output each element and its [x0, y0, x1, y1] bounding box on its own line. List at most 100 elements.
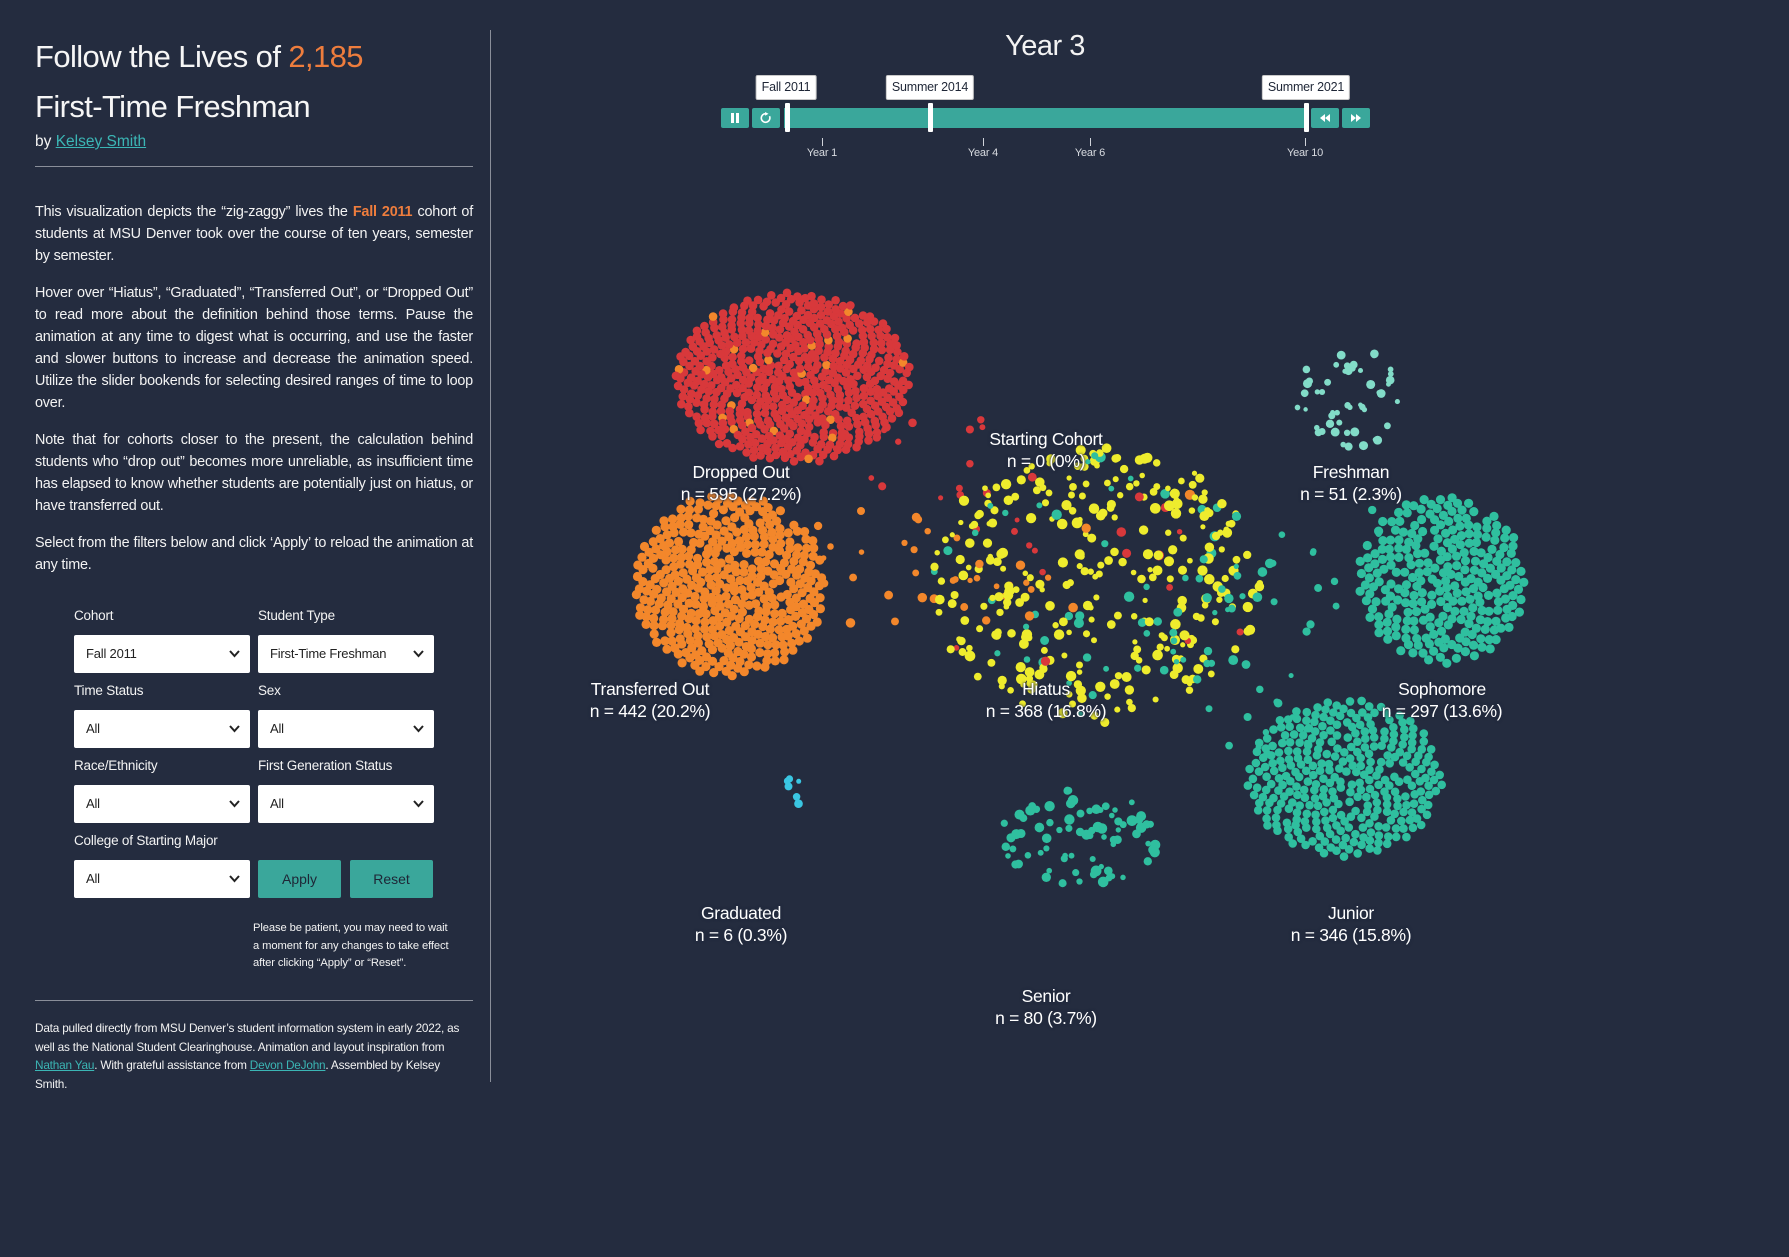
student-dot: [747, 423, 757, 433]
student-dot: [1364, 563, 1374, 573]
apply-button[interactable]: Apply: [258, 860, 341, 898]
student-dot: [747, 395, 757, 405]
student-dot: [1317, 759, 1326, 768]
timeline-slider[interactable]: [784, 108, 1308, 128]
student-dot: [691, 616, 701, 626]
student-dot: [1398, 527, 1408, 537]
first-generation-select[interactable]: All: [258, 785, 434, 823]
student-dot: [702, 632, 712, 642]
student-dot: [892, 355, 901, 364]
filter-cohort: Cohort Fall 2011: [74, 606, 250, 673]
student-dot: [1113, 611, 1122, 620]
slider-end-handle[interactable]: [1304, 103, 1309, 132]
student-dot: [643, 558, 653, 569]
time-status-select[interactable]: All: [74, 710, 250, 748]
timeline-tick: [1305, 138, 1306, 146]
student-dot: [1011, 492, 1020, 501]
student-dot: [844, 422, 854, 431]
student-dot: [1358, 402, 1363, 408]
cohort-select[interactable]: Fall 2011: [74, 635, 250, 673]
student-dot: [1370, 349, 1379, 359]
label-transferred-out[interactable]: Transferred Out n = 442 (20.2%): [589, 679, 711, 721]
student-dot: [832, 331, 842, 341]
restart-button[interactable]: [752, 108, 780, 128]
student-dot: [775, 524, 785, 534]
slider-current-handle[interactable]: [928, 103, 933, 132]
student-dot: [1381, 596, 1391, 606]
student-dot: [787, 638, 797, 648]
student-dot: [744, 660, 754, 670]
student-dot: [1408, 731, 1417, 740]
student-dot: [835, 396, 844, 405]
student-dot: [816, 302, 826, 312]
student-dot: [1391, 832, 1401, 842]
student-dot: [779, 424, 789, 433]
filter-first-generation: First Generation Status All: [258, 756, 434, 823]
reset-button[interactable]: Reset: [350, 860, 433, 898]
student-dot: [943, 546, 953, 556]
student-dot: [1289, 730, 1299, 739]
race-ethnicity-select[interactable]: All: [74, 785, 250, 823]
student-dot: [1138, 525, 1149, 535]
student-dot: [1417, 597, 1427, 607]
student-dot: [1400, 567, 1410, 577]
student-dot: [776, 538, 786, 549]
college-select[interactable]: All: [74, 860, 250, 898]
student-dot: [1330, 577, 1339, 586]
student-dot: [1040, 636, 1050, 645]
nathan-yau-link[interactable]: Nathan Yau: [35, 1058, 95, 1072]
sex-select[interactable]: All: [258, 710, 434, 748]
student-dot: [754, 587, 764, 597]
student-dot: [746, 432, 755, 442]
student-dot: [1324, 378, 1332, 386]
student-dot: [1233, 563, 1239, 570]
devon-dejohn-link[interactable]: Devon DeJohn: [249, 1058, 326, 1072]
student-dot: [1152, 459, 1161, 467]
slower-button[interactable]: [1311, 108, 1339, 128]
student-dot: [1302, 627, 1311, 636]
student-dot: [1056, 518, 1068, 530]
label-graduated[interactable]: Graduated n = 6 (0.3%): [694, 903, 788, 945]
student-dot: [1412, 814, 1422, 823]
slider-start-handle[interactable]: [785, 103, 790, 132]
student-dot: [1188, 507, 1196, 514]
student-dot: [1414, 751, 1423, 760]
student-dot: [1273, 698, 1281, 706]
student-dot: [1460, 556, 1471, 566]
label-freshman: Freshman n = 51 (2.3%): [1300, 462, 1402, 504]
student-dot: [1389, 730, 1399, 739]
student-dot: [1431, 786, 1441, 796]
student-dot: [666, 628, 676, 638]
author-link[interactable]: Kelsey Smith: [55, 133, 147, 150]
student-dot: [760, 328, 770, 337]
student-dot: [1292, 808, 1302, 817]
student-dot: [685, 635, 695, 646]
student-dot: [1457, 596, 1467, 606]
student-dot: [759, 364, 768, 374]
student-dot: [1464, 498, 1474, 508]
label-dropped-out[interactable]: Dropped Out n = 595 (27.2%): [680, 462, 802, 504]
student-dot: [674, 625, 684, 635]
pause-button[interactable]: [721, 108, 749, 128]
student-dot: [1355, 720, 1365, 730]
student-dot: [1347, 780, 1357, 789]
student-dot: [1476, 634, 1486, 644]
student-dot: [1436, 546, 1446, 556]
student-type-select[interactable]: First-Time Freshman: [258, 635, 434, 673]
student-dot: [698, 567, 708, 577]
student-dot: [1293, 827, 1303, 837]
student-dot: [1222, 527, 1233, 538]
filter-time-status: Time Status All: [74, 681, 250, 748]
student-dot: [1068, 507, 1077, 515]
student-dot: [1341, 833, 1350, 843]
student-dot: [849, 573, 858, 582]
student-dot: [1241, 660, 1251, 669]
student-dot: [935, 608, 943, 616]
student-dot: [1365, 589, 1375, 599]
student-dot: [1328, 813, 1338, 823]
student-dot: [1304, 723, 1314, 733]
student-dot: [1396, 646, 1406, 656]
faster-button[interactable]: [1342, 108, 1370, 128]
student-dot: [1364, 573, 1374, 583]
label-hiatus[interactable]: Hiatus n = 368 (16.8%): [985, 679, 1107, 721]
